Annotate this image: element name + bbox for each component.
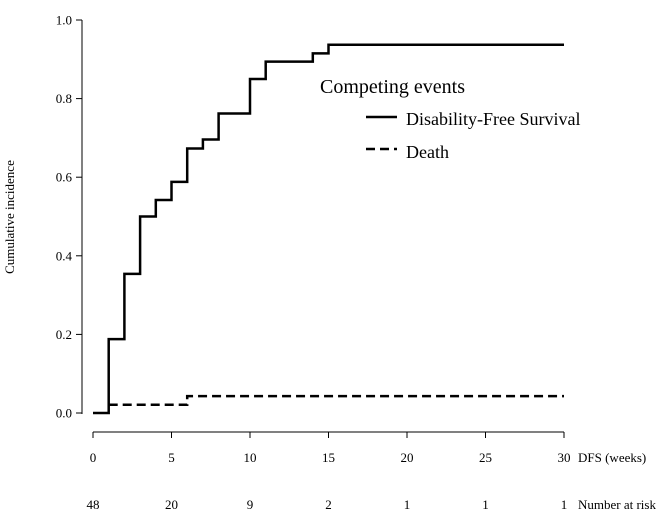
y-axis-title: Cumulative incidence bbox=[2, 160, 17, 274]
risk-table: 48 20 9 2 1 1 1 bbox=[87, 497, 568, 512]
risk-count: 2 bbox=[325, 497, 332, 512]
x-tick-label: 0 bbox=[90, 450, 97, 465]
risk-count: 48 bbox=[87, 497, 100, 512]
x-tick-label: 25 bbox=[479, 450, 492, 465]
risk-count: 20 bbox=[165, 497, 178, 512]
y-axis-ticks: 0.0 0.2 0.4 0.6 0.8 1.0 bbox=[56, 13, 82, 421]
risk-table-label: Number at risk bbox=[578, 497, 656, 512]
x-tick-label: 30 bbox=[558, 450, 571, 465]
x-axis-title: DFS (weeks) bbox=[578, 450, 646, 465]
legend: Competing events Disability-Free Surviva… bbox=[320, 76, 580, 162]
y-tick-label: 0.4 bbox=[56, 248, 73, 263]
series-line-death bbox=[108, 394, 564, 406]
risk-count: 1 bbox=[482, 497, 489, 512]
y-tick-label: 0.0 bbox=[56, 406, 72, 421]
risk-count: 9 bbox=[247, 497, 254, 512]
x-tick-label: 10 bbox=[244, 450, 257, 465]
legend-title: Competing events bbox=[320, 76, 465, 98]
y-tick-label: 0.8 bbox=[56, 91, 72, 106]
y-tick-label: 1.0 bbox=[56, 13, 72, 28]
series-line-dfs bbox=[93, 43, 564, 415]
risk-count: 1 bbox=[561, 497, 568, 512]
legend-label-death: Death bbox=[406, 142, 449, 162]
x-tick-label: 15 bbox=[322, 450, 335, 465]
legend-label-dfs: Disability-Free Survival bbox=[406, 109, 580, 129]
x-axis-ticks: 0 5 10 15 20 25 30 bbox=[90, 432, 571, 465]
series-group bbox=[93, 43, 564, 415]
y-tick-label: 0.2 bbox=[56, 327, 72, 342]
x-tick-label: 20 bbox=[401, 450, 414, 465]
y-tick-label: 0.6 bbox=[56, 170, 73, 185]
x-tick-label: 5 bbox=[168, 450, 175, 465]
risk-count: 1 bbox=[404, 497, 411, 512]
